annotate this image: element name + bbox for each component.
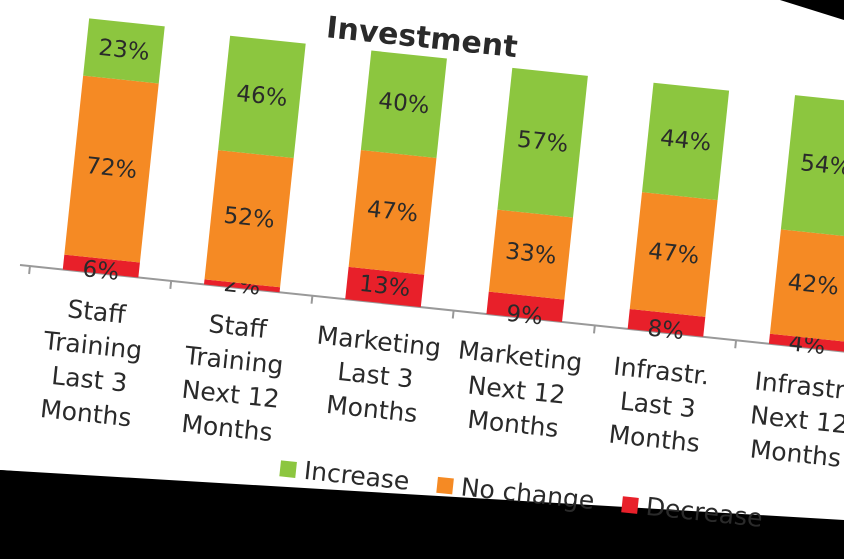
bar-segment bbox=[629, 192, 718, 317]
bar-segment bbox=[345, 266, 425, 308]
value-label: 46% bbox=[235, 81, 289, 112]
value-label: 54% bbox=[799, 150, 844, 181]
bar-segment bbox=[360, 50, 447, 158]
x-tick-label: Staff Training Last 3 Months bbox=[38, 294, 144, 433]
bar-segment bbox=[768, 333, 844, 352]
bar-segment bbox=[769, 229, 844, 342]
bar-segment bbox=[497, 67, 588, 218]
x-tick-label-box: Staff Training Next 12 Months bbox=[180, 309, 285, 448]
bar-segment bbox=[218, 35, 306, 159]
axis-tick bbox=[451, 310, 455, 319]
legend-swatch bbox=[436, 476, 454, 495]
axis-tick bbox=[593, 325, 596, 334]
x-tick-label-box: Staff Training Last 3 Months bbox=[38, 294, 144, 433]
value-label: 52% bbox=[222, 203, 276, 234]
value-label: 42% bbox=[786, 269, 840, 300]
bar-segment bbox=[64, 75, 159, 263]
x-tick-label: Infrastr. Next 12 Months bbox=[748, 366, 844, 473]
legend-swatch bbox=[279, 460, 297, 478]
bar-segment bbox=[642, 82, 730, 201]
value-label: 47% bbox=[647, 238, 701, 269]
x-tick-label: Marketing Last 3 Months bbox=[315, 320, 443, 429]
legend-swatch bbox=[621, 496, 639, 514]
bar-segment bbox=[488, 209, 573, 300]
value-label: 13% bbox=[358, 271, 412, 302]
value-label: 23% bbox=[97, 35, 151, 66]
value-label: 9% bbox=[505, 301, 544, 331]
bar-segment bbox=[204, 150, 294, 288]
value-label: 6% bbox=[81, 256, 120, 286]
value-label: 44% bbox=[659, 125, 713, 156]
x-tick-label: Marketing Next 12 Months bbox=[456, 335, 584, 444]
axis-tick bbox=[734, 340, 738, 349]
value-label: 57% bbox=[516, 127, 570, 158]
value-label: 33% bbox=[504, 238, 558, 269]
value-label: 72% bbox=[85, 153, 139, 184]
bar-segment bbox=[203, 279, 281, 293]
x-tick-label: Staff Training Next 12 Months bbox=[180, 309, 285, 448]
bar-segment bbox=[627, 308, 706, 337]
value-label: 40% bbox=[377, 88, 431, 119]
value-label: 47% bbox=[366, 196, 420, 227]
axis-tick bbox=[169, 280, 173, 289]
bar-segment bbox=[62, 254, 140, 278]
x-tick-label: Infrastr. Last 3 Months bbox=[607, 351, 711, 458]
axis-tick bbox=[310, 295, 314, 304]
axis-tick bbox=[28, 265, 31, 275]
x-axis bbox=[19, 264, 844, 356]
bar-segment bbox=[486, 291, 565, 322]
bar-segment bbox=[348, 150, 437, 275]
bar-segment bbox=[780, 95, 844, 238]
bar-segment bbox=[83, 18, 165, 84]
value-label: 8% bbox=[646, 316, 685, 346]
frame-edge bbox=[0, 470, 844, 559]
